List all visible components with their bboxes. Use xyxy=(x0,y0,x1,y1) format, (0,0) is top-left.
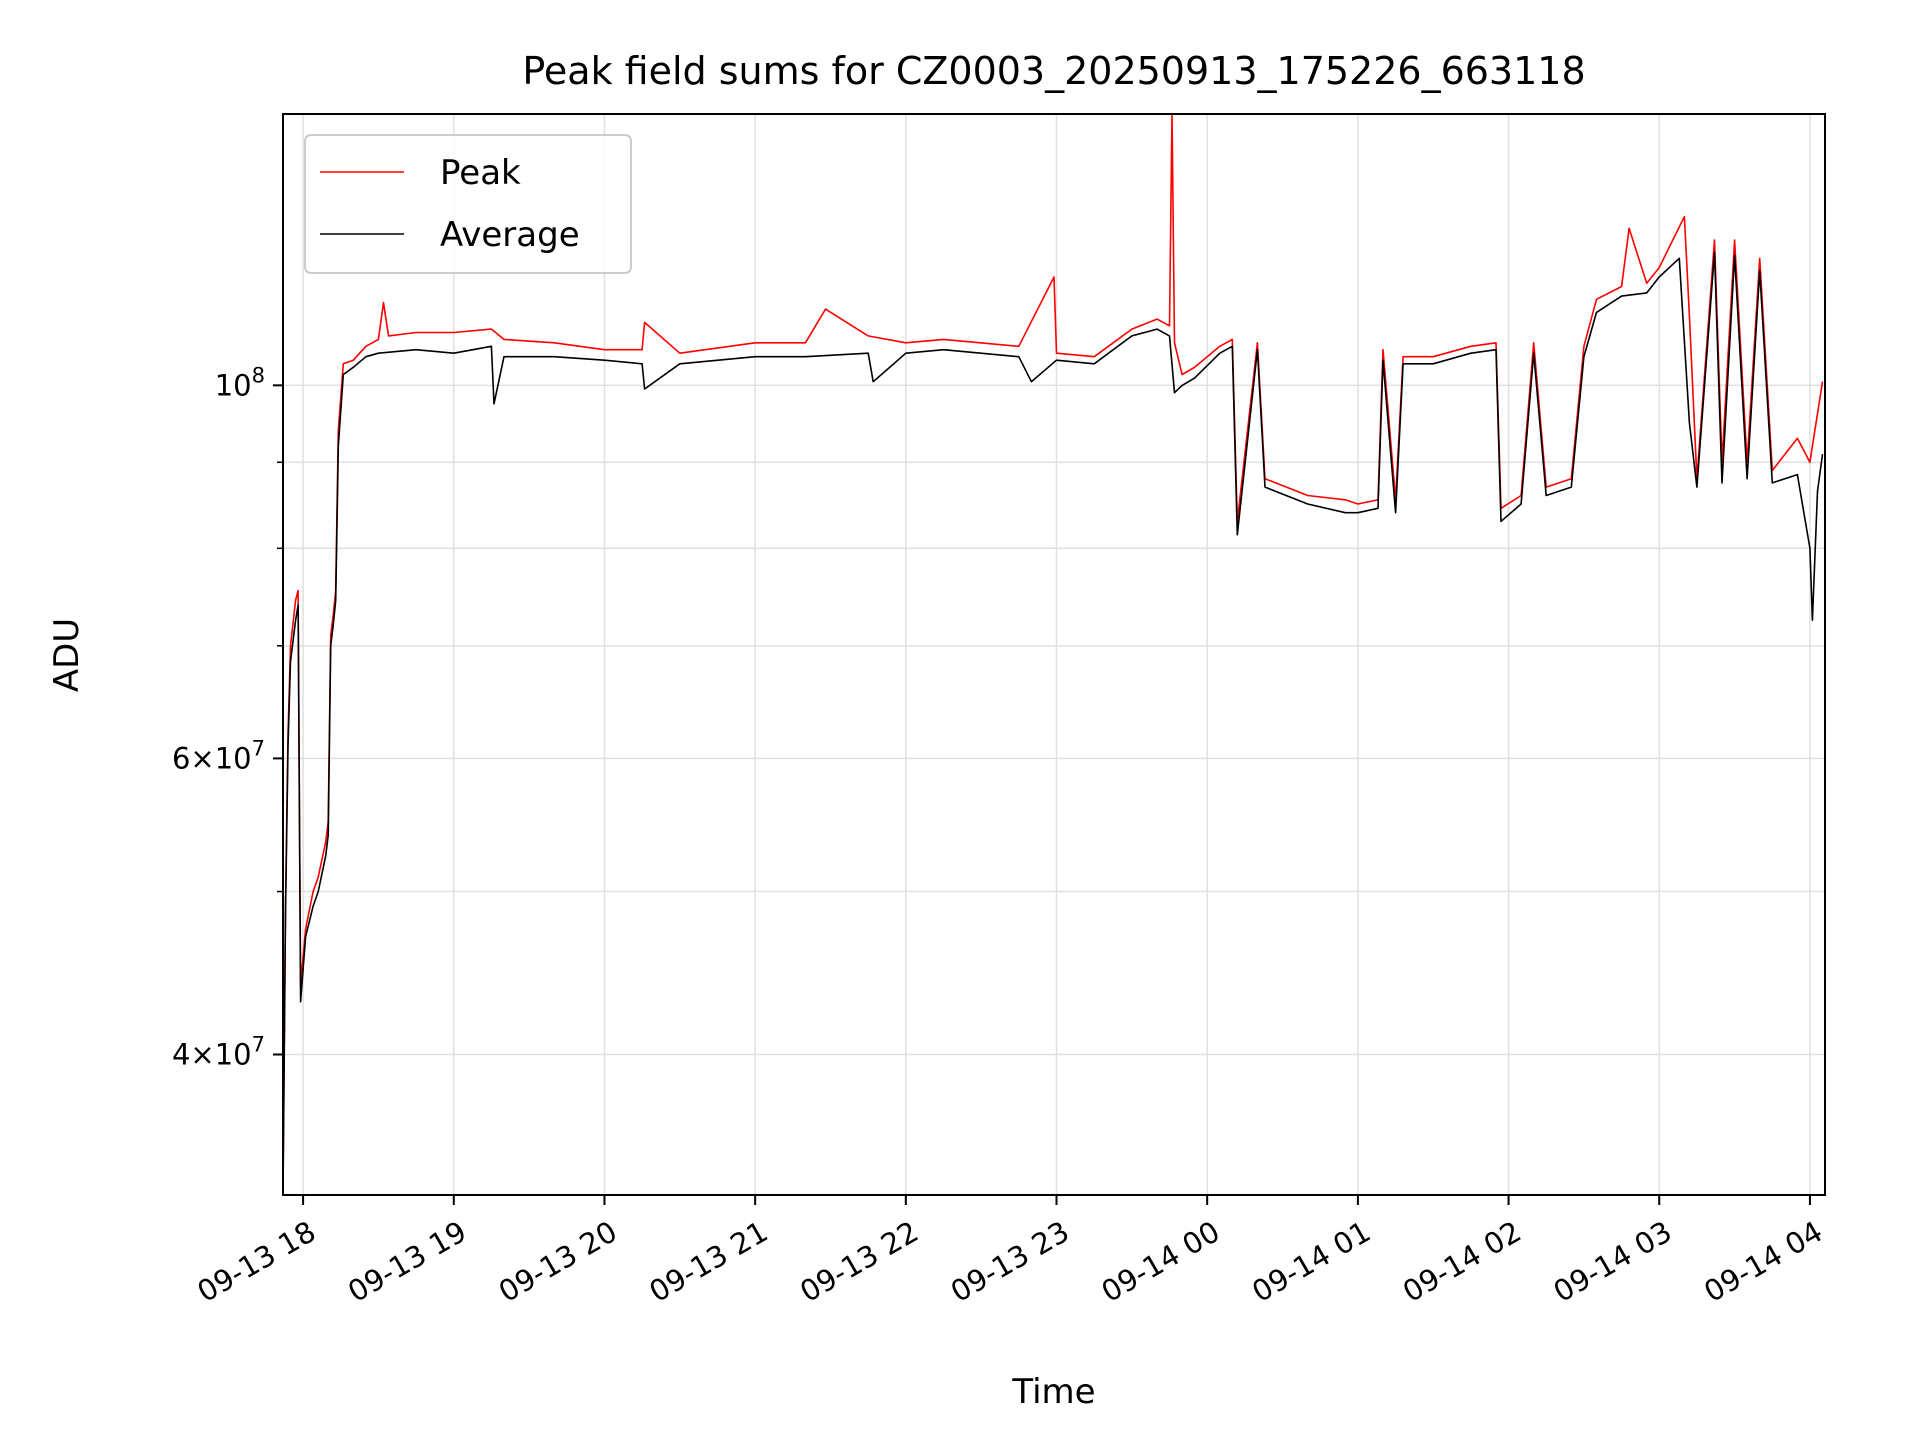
y-tick-label: 4×107 xyxy=(172,1033,265,1072)
x-axis-label: Time xyxy=(1011,1372,1095,1412)
legend-box xyxy=(304,134,632,274)
y-tick-label: 108 xyxy=(215,363,265,402)
legend-label-peak: Peak xyxy=(440,153,521,193)
y-axis-label: ADU xyxy=(47,618,87,692)
legend-label-average: Average xyxy=(440,215,580,255)
plot-frame xyxy=(282,113,1826,1196)
y-axis-ticks: 4×107 6×107 108 xyxy=(172,363,283,1072)
y-tick-label: 6×107 xyxy=(172,736,265,775)
legend: Peak Average xyxy=(304,134,632,274)
chart-title: Peak field sums for CZ0003_20250913_1752… xyxy=(522,49,1585,93)
gridlines xyxy=(283,114,1825,1195)
series-lines xyxy=(282,113,1824,1196)
series-line-average xyxy=(282,251,1824,1196)
